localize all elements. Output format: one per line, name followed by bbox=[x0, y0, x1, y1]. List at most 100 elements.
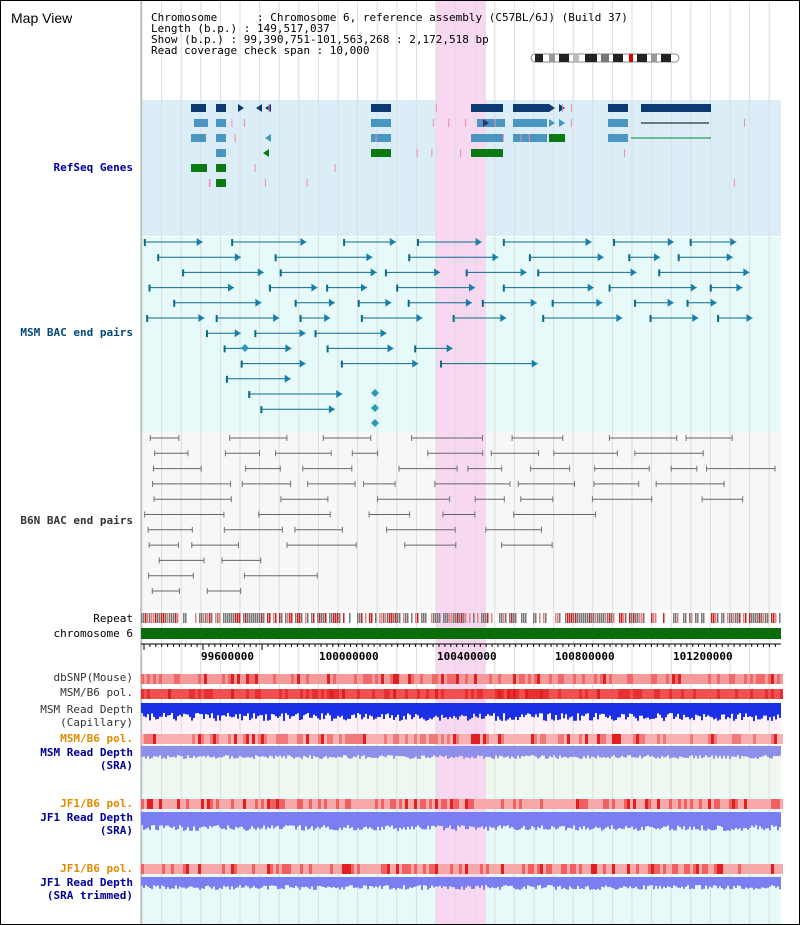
heat-cell bbox=[438, 864, 441, 874]
heat-cell bbox=[393, 689, 396, 699]
heat-cell bbox=[246, 734, 249, 744]
gene-feature bbox=[608, 134, 628, 142]
depth-bar bbox=[665, 877, 667, 889]
gene-arrow bbox=[549, 119, 555, 127]
depth-bar bbox=[395, 746, 397, 756]
heat-cell bbox=[729, 674, 732, 684]
heat-cell bbox=[312, 674, 315, 684]
heat-cell bbox=[552, 689, 555, 699]
repeat-mark bbox=[207, 613, 209, 623]
depth-bar bbox=[243, 877, 245, 888]
depth-bar bbox=[683, 746, 685, 758]
heat-cell bbox=[540, 734, 543, 744]
depth-bar bbox=[613, 877, 615, 889]
depth-bar bbox=[597, 746, 599, 756]
heat-cell bbox=[297, 799, 300, 809]
heat-cell bbox=[390, 799, 393, 809]
depth-bar bbox=[473, 703, 475, 714]
depth-bar bbox=[271, 703, 273, 715]
depth-bar bbox=[169, 703, 171, 716]
depth-bar bbox=[729, 812, 731, 831]
depth-bar bbox=[427, 703, 429, 721]
heat-cell bbox=[432, 799, 435, 809]
depth-bar bbox=[151, 812, 153, 826]
depth-bar bbox=[585, 812, 587, 830]
depth-bar bbox=[753, 746, 755, 759]
depth-bar bbox=[349, 703, 351, 719]
depth-bar bbox=[659, 746, 661, 759]
heat-cell bbox=[483, 799, 486, 809]
depth-bar bbox=[193, 746, 195, 757]
depth-bar bbox=[645, 812, 647, 827]
depth-bar bbox=[195, 703, 197, 714]
bac-end-arrow bbox=[360, 283, 367, 292]
heat-cell bbox=[468, 674, 471, 684]
depth-bar bbox=[595, 812, 597, 827]
heat-cell bbox=[681, 689, 684, 699]
heat-cell bbox=[264, 689, 267, 699]
depth-bar bbox=[427, 812, 429, 826]
depth-bar bbox=[473, 877, 475, 889]
heat-cell bbox=[681, 734, 684, 744]
depth-bar bbox=[223, 703, 225, 716]
depth-bar bbox=[255, 746, 257, 756]
depth-bar bbox=[247, 877, 249, 887]
ideogram-band bbox=[637, 54, 647, 62]
depth-bar bbox=[257, 703, 259, 717]
repeat-mark bbox=[389, 613, 391, 623]
repeat-mark bbox=[621, 613, 623, 623]
heat-cell bbox=[630, 674, 633, 684]
heat-cell bbox=[591, 674, 594, 684]
heat-cell bbox=[648, 689, 651, 699]
depth-bar bbox=[693, 703, 695, 721]
heat-cell bbox=[504, 799, 507, 809]
heat-cell bbox=[552, 799, 555, 809]
depth-bar bbox=[515, 812, 517, 831]
heat-cell bbox=[402, 799, 405, 809]
repeat-mark bbox=[753, 613, 755, 623]
heat-cell bbox=[321, 689, 324, 699]
depth-bar bbox=[277, 746, 279, 757]
heat-cell bbox=[156, 799, 159, 809]
depth-bar bbox=[209, 746, 211, 758]
heat-cell bbox=[396, 734, 399, 744]
heat-cell bbox=[180, 799, 183, 809]
heat-cell bbox=[150, 674, 153, 684]
heat-cell bbox=[654, 799, 657, 809]
bac-end bbox=[702, 450, 704, 457]
heat-cell bbox=[168, 674, 171, 684]
depth-bar bbox=[645, 703, 647, 719]
depth-bar bbox=[215, 812, 217, 826]
depth-bar bbox=[771, 877, 773, 886]
pink-marker bbox=[209, 179, 211, 187]
depth-bar bbox=[771, 703, 773, 721]
depth-bar bbox=[359, 703, 361, 715]
repeat-mark bbox=[263, 613, 265, 623]
heat-cell bbox=[432, 674, 435, 684]
heat-cell bbox=[519, 864, 522, 874]
heat-cell bbox=[141, 864, 144, 874]
depth-bar bbox=[353, 703, 355, 715]
heat-cell bbox=[414, 689, 417, 699]
heat-cell bbox=[639, 689, 642, 699]
heat-cell bbox=[522, 799, 525, 809]
heat-cell bbox=[522, 689, 525, 699]
depth-bar bbox=[511, 746, 513, 757]
depth-bar bbox=[519, 746, 521, 759]
depth-bar bbox=[401, 703, 403, 720]
depth-bar bbox=[759, 812, 761, 827]
depth-bar bbox=[687, 746, 689, 758]
bac-end bbox=[146, 315, 149, 322]
heat-cell bbox=[462, 689, 465, 699]
bac-end bbox=[552, 496, 554, 503]
heat-cell bbox=[144, 689, 147, 699]
heat-cell bbox=[357, 799, 360, 809]
heat-cell bbox=[633, 799, 636, 809]
heat-cell bbox=[765, 799, 768, 809]
heat-cell bbox=[408, 799, 411, 809]
depth-bar bbox=[559, 812, 561, 827]
depth-bar bbox=[233, 877, 235, 890]
repeat-mark bbox=[199, 613, 201, 623]
heat-cell bbox=[756, 734, 759, 744]
